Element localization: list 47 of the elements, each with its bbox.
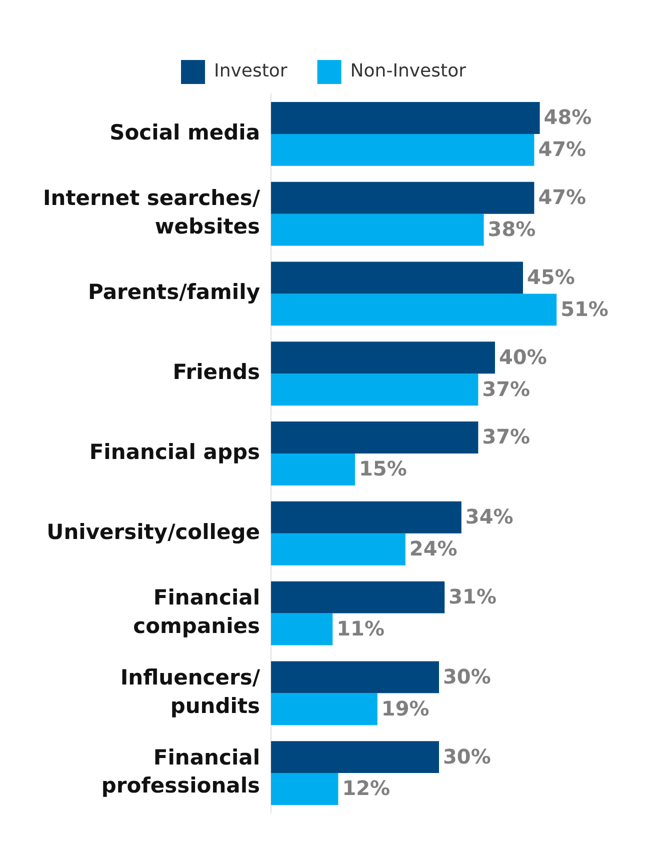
data-label: 40%	[499, 344, 547, 369]
y-tick-label: Parents/family	[88, 280, 260, 304]
data-label: 47%	[538, 185, 586, 210]
data-label: 12%	[342, 776, 390, 800]
bar	[271, 214, 484, 246]
data-label: 19%	[381, 696, 430, 720]
bar	[271, 454, 356, 486]
data-label: 15%	[359, 456, 407, 481]
bar	[271, 741, 440, 774]
bar	[271, 182, 534, 214]
bar	[271, 422, 478, 454]
data-label: 51%	[560, 296, 608, 321]
y-tick-label: Friends	[172, 360, 260, 384]
data-label: 30%	[443, 664, 491, 688]
data-label: 48%	[544, 105, 592, 130]
data-label: 24%	[409, 536, 458, 561]
bar	[271, 374, 478, 406]
bar	[271, 342, 496, 374]
data-label: 38%	[488, 217, 536, 242]
bar	[271, 102, 540, 134]
y-tick-label: Social media	[110, 120, 260, 144]
data-label: 11%	[336, 616, 384, 640]
y-tick-label: Internet searches/ websites	[42, 186, 260, 238]
bar	[271, 134, 534, 166]
legend-label: Non-Investor	[350, 60, 467, 82]
data-label: 37%	[482, 424, 530, 449]
y-tick-label: University/college	[46, 520, 260, 544]
data-label: 34%	[465, 504, 514, 529]
y-tick-label: Financial apps	[89, 440, 260, 464]
y-tick-label: Influencers/ pundits	[120, 665, 260, 718]
data-label: 45%	[527, 264, 575, 289]
data-label: 31%	[448, 584, 496, 609]
bar	[271, 262, 524, 294]
data-label: 37%	[482, 376, 530, 401]
bar	[271, 581, 445, 614]
bar	[271, 773, 338, 806]
y-tick-label: Financial companies	[133, 586, 260, 638]
y-tick-label: Financial professionals	[101, 745, 260, 798]
legend-label: Investor	[214, 60, 288, 82]
data-label: 30%	[443, 744, 491, 768]
bar	[271, 294, 557, 326]
bar	[271, 533, 406, 566]
bar	[271, 501, 462, 534]
data-label: 47%	[538, 137, 586, 162]
bar	[271, 661, 440, 694]
bar	[271, 613, 333, 646]
bar	[271, 693, 378, 726]
